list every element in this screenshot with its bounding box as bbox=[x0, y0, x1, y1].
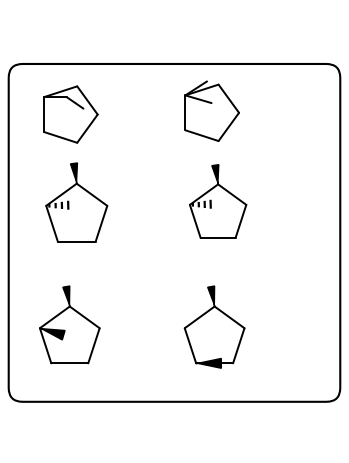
Polygon shape bbox=[63, 286, 70, 307]
Polygon shape bbox=[212, 165, 219, 184]
FancyBboxPatch shape bbox=[9, 64, 340, 402]
Polygon shape bbox=[196, 358, 221, 368]
Polygon shape bbox=[208, 286, 215, 307]
Polygon shape bbox=[40, 328, 65, 340]
Polygon shape bbox=[70, 163, 77, 184]
